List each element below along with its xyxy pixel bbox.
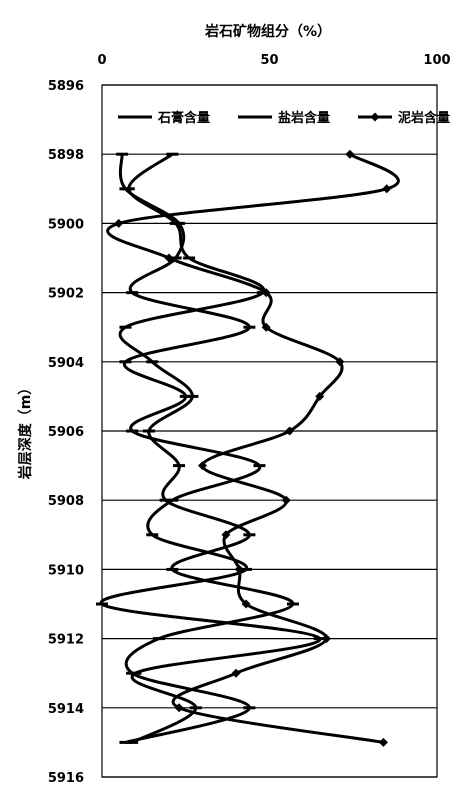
y-tick-label-5916: 5916	[48, 771, 84, 786]
series-3-point-16	[231, 668, 241, 678]
series-3-point-7	[335, 357, 345, 367]
legend-item-2: 盐岩含量	[238, 110, 330, 126]
legend: 石膏含量 盐岩含量 泥岩含量	[118, 110, 450, 126]
series-1	[118, 152, 299, 744]
series-3-point-17	[174, 703, 184, 713]
series-3-line	[106, 152, 400, 744]
legend-label-1: 石膏含量	[157, 110, 210, 126]
y-tick-label-5900: 5900	[48, 217, 84, 232]
legend-label-3: 泥岩含量	[398, 110, 450, 126]
legend-item-3: 泥岩含量	[358, 110, 450, 126]
series-3-point-13	[234, 564, 244, 574]
series-3-point-2	[382, 184, 392, 194]
series-2-line	[100, 154, 322, 744]
series-3-point-4	[164, 253, 174, 263]
y-tick-label-5896: 5896	[48, 79, 84, 94]
axis-layer: 0 50 100 5896 5898 5900 5902 5904 5906 5908 5910 59…	[48, 53, 451, 786]
x-tick-label-0: 0	[97, 53, 106, 68]
y-tick-label-5904: 5904	[48, 356, 84, 371]
series-layer	[96, 149, 400, 747]
x-tick-label-100: 100	[423, 53, 450, 68]
x-tick-label-50: 50	[260, 53, 278, 68]
series-3-point-10	[198, 461, 207, 471]
legend-marker-3	[370, 112, 380, 122]
legend-label-2: 盐岩含量	[278, 110, 330, 126]
y-tick-label-5914: 5914	[48, 702, 84, 717]
y-tick-label-5902: 5902	[48, 287, 84, 302]
chart-title: 岩石矿物组分（%）	[204, 23, 331, 40]
series-3-point-12	[221, 530, 231, 540]
plot-border	[101, 84, 438, 778]
series-3-point-8	[315, 391, 325, 401]
series-1-line	[118, 152, 295, 744]
y-tick-label-5908: 5908	[48, 494, 84, 509]
series-3-point-9	[285, 426, 295, 436]
series-3	[106, 149, 400, 747]
y-tick-label-5912: 5912	[48, 633, 84, 648]
series-3-point-18	[378, 737, 388, 747]
series-3-point-5	[261, 288, 271, 298]
y-tick-label-5910: 5910	[48, 563, 84, 578]
y-tick-label-5906: 5906	[48, 425, 84, 440]
series-3-point-6	[261, 322, 271, 332]
series-3-point-11	[281, 495, 291, 505]
series-3-point-3	[114, 218, 124, 228]
series-3-point-1	[345, 149, 355, 159]
series-3-point-14	[241, 599, 251, 609]
legend-item-1: 石膏含量	[118, 110, 210, 126]
y-axis-label: 岩层深度（m）	[17, 381, 34, 481]
y-tick-label-5898: 5898	[48, 148, 84, 163]
series-3-point-15	[321, 634, 331, 644]
